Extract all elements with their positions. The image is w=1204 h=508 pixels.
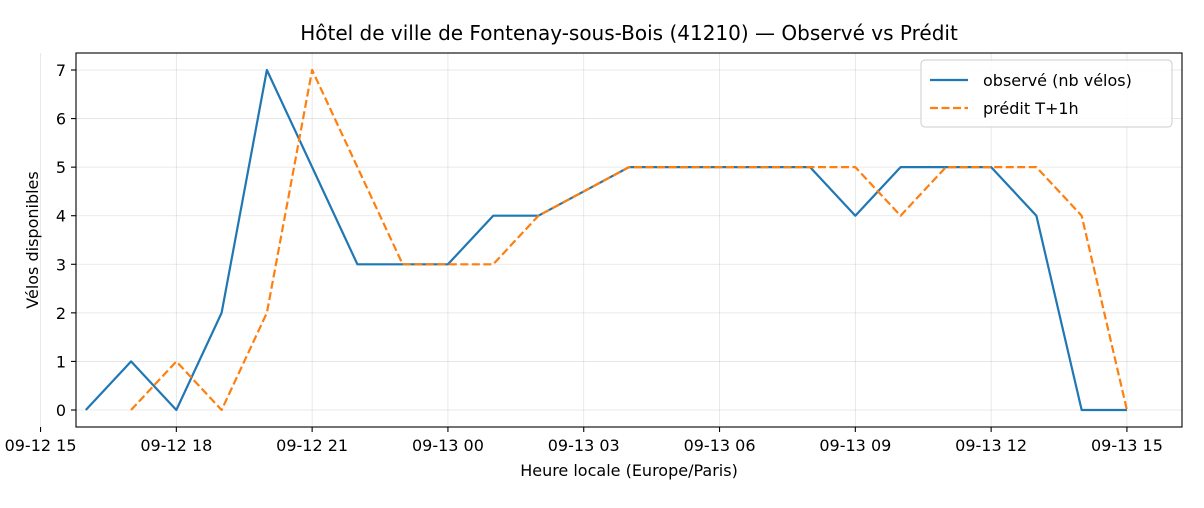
legend-label-2: prédit T+1h bbox=[983, 99, 1079, 118]
x-tick-label: 09-13 12 bbox=[955, 436, 1027, 455]
y-tick-label: 0 bbox=[56, 401, 66, 420]
legend-box bbox=[920, 59, 1173, 128]
series-group bbox=[85, 68, 1129, 412]
x-tick-label: 09-12 15 bbox=[5, 436, 77, 455]
legend-label-1: observé (nb vélos) bbox=[983, 71, 1132, 90]
x-tick-label: 09-12 21 bbox=[276, 436, 348, 455]
legend: observé (nb vélos) prédit T+1h bbox=[920, 59, 1173, 128]
x-tick-label: 09-13 15 bbox=[1091, 436, 1163, 455]
ticks: 09-12 15 09-12 18 09-12 21 09-13 00 09-13 03… bbox=[5, 61, 1163, 455]
plot-frame bbox=[75, 52, 1183, 428]
x-axis-label: Heure locale (Europe/Paris) bbox=[520, 461, 738, 480]
y-tick-label: 1 bbox=[56, 352, 66, 371]
x-tick-label: 09-13 03 bbox=[548, 436, 620, 455]
y-axis-label: Vélos disponibles bbox=[23, 171, 42, 308]
y-tick-label: 6 bbox=[56, 110, 66, 129]
chart-title: Hôtel de ville de Fontenay-sous-Bois (41… bbox=[300, 21, 958, 45]
x-tick-label: 09-13 06 bbox=[684, 436, 756, 455]
x-tick-label: 09-13 00 bbox=[412, 436, 484, 455]
y-tick-label: 7 bbox=[56, 61, 66, 80]
y-tick-label: 3 bbox=[56, 255, 66, 274]
series-line-2 bbox=[130, 68, 1129, 412]
y-tick-label: 4 bbox=[56, 207, 66, 226]
y-tick-label: 5 bbox=[56, 158, 66, 177]
x-tick-label: 09-12 18 bbox=[140, 436, 212, 455]
x-tick-label: 09-13 09 bbox=[819, 436, 891, 455]
y-tick-label: 2 bbox=[56, 304, 66, 323]
